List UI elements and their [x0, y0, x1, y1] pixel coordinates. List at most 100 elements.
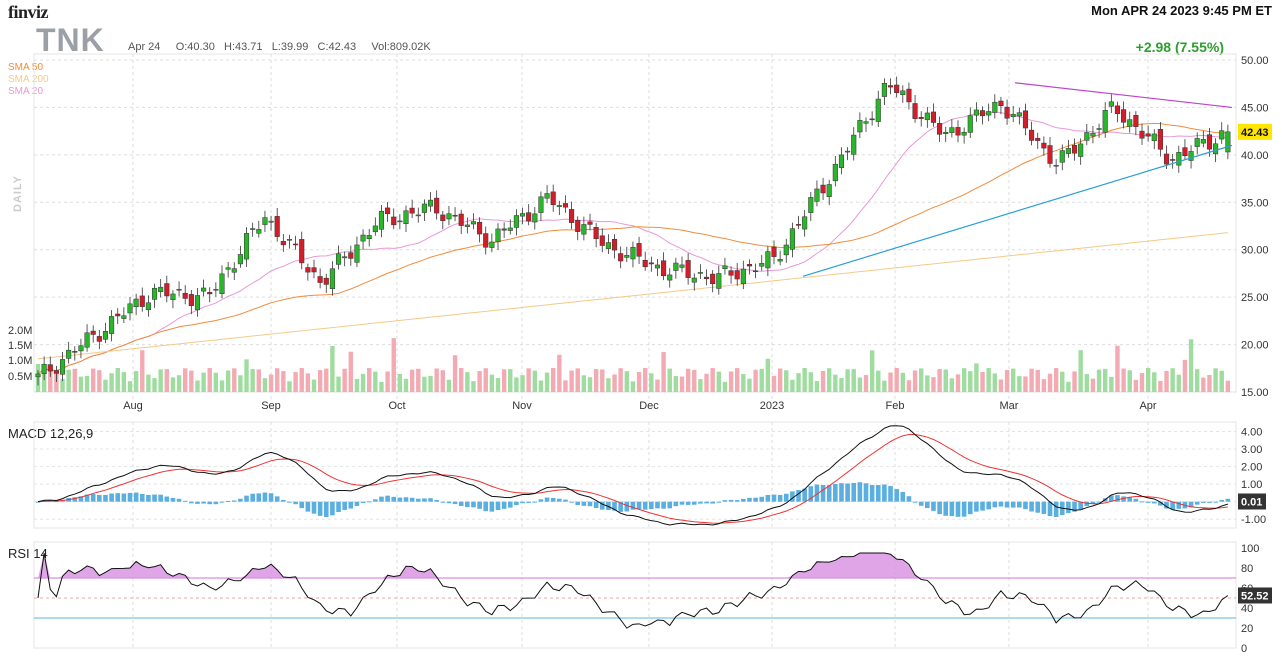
- volume-tick-label: 1.0M: [8, 355, 32, 367]
- macd-histogram-bar: [281, 499, 286, 502]
- volume-bar: [1139, 373, 1145, 392]
- volume-bar: [219, 380, 225, 392]
- macd-histogram-bar: [1164, 501, 1169, 509]
- macd-histogram-bar: [489, 501, 495, 512]
- volume-bar: [845, 369, 850, 392]
- macd-histogram-bar: [1010, 501, 1016, 508]
- candle-body: [354, 244, 360, 263]
- volume-bar: [900, 372, 905, 392]
- volume-bar: [281, 371, 286, 392]
- candle-body: [550, 191, 556, 206]
- candle-body: [759, 263, 765, 267]
- candle-body: [464, 224, 470, 227]
- candle-body: [967, 115, 973, 133]
- macd-histogram-bar: [219, 501, 225, 503]
- rsi-title: RSI 14: [8, 546, 48, 561]
- candle-body: [225, 267, 231, 270]
- candle-body: [710, 273, 716, 285]
- macd-tick-label: -1.00: [1241, 514, 1266, 526]
- volume-bar: [912, 370, 918, 392]
- candle-body: [1090, 132, 1096, 137]
- candle-body: [587, 221, 593, 225]
- volume-bar: [1084, 374, 1089, 392]
- volume-bar: [213, 372, 219, 392]
- candle-body: [765, 251, 771, 269]
- candle-body: [746, 264, 753, 267]
- candle-body: [599, 235, 605, 246]
- macd-line: [37, 425, 1229, 526]
- candle-body: [1206, 134, 1213, 150]
- macd-histogram-bar: [845, 483, 850, 502]
- candle-body: [1188, 151, 1194, 161]
- macd-histogram-bar: [992, 501, 998, 508]
- macd-histogram-bar: [330, 501, 335, 516]
- candle-body: [452, 214, 458, 217]
- volume-tick-label: 0.5M: [8, 371, 32, 383]
- volume-bar: [1158, 380, 1163, 392]
- candle-body: [1139, 130, 1145, 139]
- volume-bar: [827, 368, 832, 392]
- candle-body: [1163, 153, 1170, 165]
- macd-histogram-bar: [912, 501, 918, 503]
- volume-bar: [919, 368, 924, 392]
- candle-body: [501, 228, 507, 231]
- macd-histogram-bar: [483, 501, 489, 512]
- candle-body: [624, 255, 630, 258]
- macd-histogram-bar: [201, 501, 206, 504]
- volume-bar: [121, 372, 127, 392]
- candle-body: [127, 303, 133, 314]
- macd-histogram-bar: [1194, 501, 1200, 505]
- candle-body: [1059, 150, 1065, 163]
- candle-body: [820, 184, 826, 194]
- macd-histogram-bar: [311, 501, 317, 514]
- candle-body: [777, 259, 783, 262]
- candle-body: [385, 207, 391, 215]
- candle-body: [556, 205, 562, 207]
- volume-bar: [943, 369, 948, 392]
- macd-histogram-bar: [360, 501, 366, 504]
- macd-histogram-bar: [115, 493, 121, 502]
- volume-bar: [1170, 368, 1175, 392]
- volume-bar: [275, 368, 280, 392]
- macd-histogram-bar: [820, 484, 826, 502]
- finviz-logo[interactable]: finviz: [8, 2, 49, 22]
- candle-body: [139, 295, 145, 307]
- volume-bar: [992, 373, 997, 392]
- volume-bar: [802, 368, 807, 392]
- candle-body: [648, 262, 654, 265]
- volume-bar: [630, 381, 636, 392]
- datetime-label: Mon APR 24 2023 9:45 PM ET: [1091, 3, 1272, 18]
- macd-histogram-bar: [526, 501, 531, 503]
- candle-body: [250, 228, 256, 230]
- macd-histogram-bar: [698, 501, 703, 504]
- candle-body: [605, 242, 611, 249]
- macd-histogram-bar: [391, 496, 397, 502]
- candle-body: [372, 225, 378, 233]
- candle-body: [66, 349, 72, 359]
- macd-histogram-bar: [458, 501, 464, 506]
- price-tag-label: 42.43: [1241, 127, 1269, 139]
- rsi-line: [37, 552, 1229, 629]
- candle-body: [495, 228, 501, 243]
- candle-body: [268, 220, 274, 223]
- macd-histogram-bar: [777, 494, 783, 502]
- volume-bar: [876, 370, 881, 392]
- macd-histogram-bar: [495, 501, 501, 511]
- candle-body: [832, 163, 838, 182]
- resistance-trendline: [1014, 82, 1233, 109]
- candle-body: [96, 336, 102, 342]
- volume-bar: [164, 369, 169, 392]
- volume-bar: [1145, 368, 1151, 392]
- price-tick-label: 40.00: [1241, 150, 1269, 162]
- volume-bar: [998, 379, 1004, 392]
- volume-bar: [158, 369, 163, 392]
- volume-bar: [636, 372, 642, 392]
- candle-body: [102, 331, 109, 340]
- sma20-line: [37, 111, 1228, 375]
- candle-body: [1096, 128, 1102, 130]
- candle-body: [158, 286, 164, 292]
- macd-histogram-bar: [894, 489, 899, 502]
- candle-body: [378, 210, 385, 230]
- volume-bar: [532, 370, 537, 392]
